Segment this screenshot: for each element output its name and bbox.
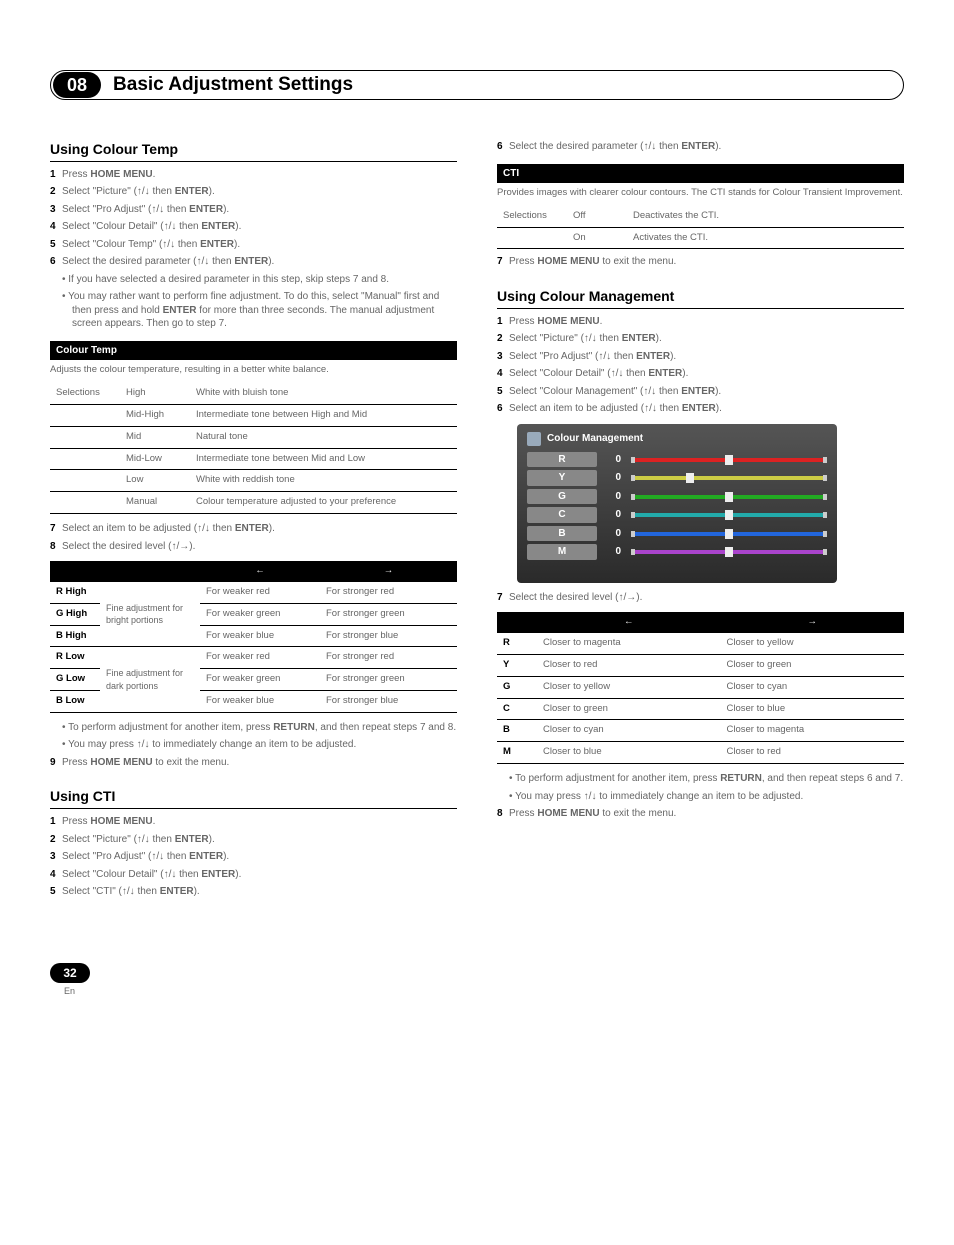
slider-label: Y [527,470,597,486]
slider-value: 0 [607,453,621,467]
slider-label: M [527,544,597,560]
step: 6Select an item to be adjusted (↑/↓ then… [511,402,904,416]
step: 3Select "Pro Adjust" (↑/↓ then ENTER). [511,350,904,364]
slider[interactable] [631,529,827,539]
desc-colour-temp: Adjusts the colour temperature, resultin… [50,364,457,377]
cm-step-7: 7Select the desired level (↑/→). [511,591,904,605]
table-cti-options: SelectionsOffDeactivates the CTI.OnActiv… [497,206,904,250]
slider-value: 0 [607,527,621,541]
step: 4Select "Colour Detail" (↑/↓ then ENTER)… [64,220,457,234]
slider-value: 0 [607,471,621,485]
slider[interactable] [631,492,827,502]
step: 3Select "Pro Adjust" (↑/↓ then ENTER). [64,203,457,217]
slider-row: R0 [527,452,827,468]
slider[interactable] [631,455,827,465]
cti-step-6: 6Select the desired parameter (↑/↓ then … [511,140,904,154]
slider-row: B0 [527,526,827,542]
slider-label: G [527,489,597,505]
slider[interactable] [631,547,827,557]
bullet: If you have selected a desired parameter… [72,273,457,287]
right-column: 6Select the desired parameter (↑/↓ then … [497,140,904,903]
step: 2Select "Picture" (↑/↓ then ENTER). [64,185,457,199]
colour-management-panel: Colour Management R0Y0G0C0B0M0 [517,424,837,583]
slider-value: 0 [607,490,621,504]
step-9: 9Press HOME MENU to exit the menu. [64,756,457,770]
panel-title: Colour Management [547,432,643,446]
step: 4Select "Colour Detail" (↑/↓ then ENTER)… [511,367,904,381]
step: 5Select "CTI" (↑/↓ then ENTER). [64,885,457,899]
slider-value: 0 [607,545,621,559]
step-8: 8Select the desired level (↑/→). [64,540,457,554]
step: 1Press HOME MENU. [64,168,457,182]
desc-cti: Provides images with clearer colour cont… [497,187,904,200]
table-colour-mgmt-adjust: ←→RCloser to magentaCloser to yellowYClo… [497,612,904,764]
slider-row: M0 [527,544,827,560]
page-lang: En [64,985,904,997]
cti-step-7: 7Press HOME MENU to exit the menu. [511,255,904,269]
slider-label: B [527,526,597,542]
cm-step-8: 8Press HOME MENU to exit the menu. [511,807,904,821]
chapter-number: 08 [53,72,101,98]
slider[interactable] [631,510,827,520]
step: 5Select "Colour Temp" (↑/↓ then ENTER). [64,238,457,252]
page-number: 32 [50,963,90,983]
section-colour-mgmt: Using Colour Management [497,287,904,309]
bullet: To perform adjustment for another item, … [72,721,457,735]
panel-icon [527,432,541,446]
bar-cti: CTI [497,164,904,184]
step-7: 7Select an item to be adjusted (↑/↓ then… [64,522,457,536]
section-cti: Using CTI [50,787,457,809]
slider-value: 0 [607,508,621,522]
left-column: Using Colour Temp 1Press HOME MENU. 2Sele… [50,140,457,903]
bullet: To perform adjustment for another item, … [519,772,904,786]
slider[interactable] [631,473,827,483]
slider-row: Y0 [527,470,827,486]
slider-label: R [527,452,597,468]
step: 2Select "Picture" (↑/↓ then ENTER). [64,833,457,847]
step: 4Select "Colour Detail" (↑/↓ then ENTER)… [64,868,457,882]
chapter-title: Basic Adjustment Settings [113,72,353,98]
step: 1Press HOME MENU. [64,815,457,829]
slider-label: C [527,507,597,523]
section-colour-temp: Using Colour Temp [50,140,457,162]
bullet: You may press ↑/↓ to immediately change … [519,790,904,804]
step: 2Select "Picture" (↑/↓ then ENTER). [511,332,904,346]
bullet: You may press ↑/↓ to immediately change … [72,738,457,752]
table-colour-temp-options: SelectionsHighWhite with bluish toneMid-… [50,383,457,514]
bullet: You may rather want to perform fine adju… [72,290,457,331]
page-footer: 32 En [50,963,904,997]
step: 3Select "Pro Adjust" (↑/↓ then ENTER). [64,850,457,864]
slider-row: G0 [527,489,827,505]
slider-row: C0 [527,507,827,523]
chapter-header: 08 Basic Adjustment Settings [50,70,904,100]
table-colour-temp-adjust: ←→R HighFine adjustment for bright porti… [50,561,457,713]
bar-colour-temp: Colour Temp [50,341,457,361]
step: 5Select "Colour Management" (↑/↓ then EN… [511,385,904,399]
step: 6Select the desired parameter (↑/↓ then … [64,255,457,269]
step: 1Press HOME MENU. [511,315,904,329]
